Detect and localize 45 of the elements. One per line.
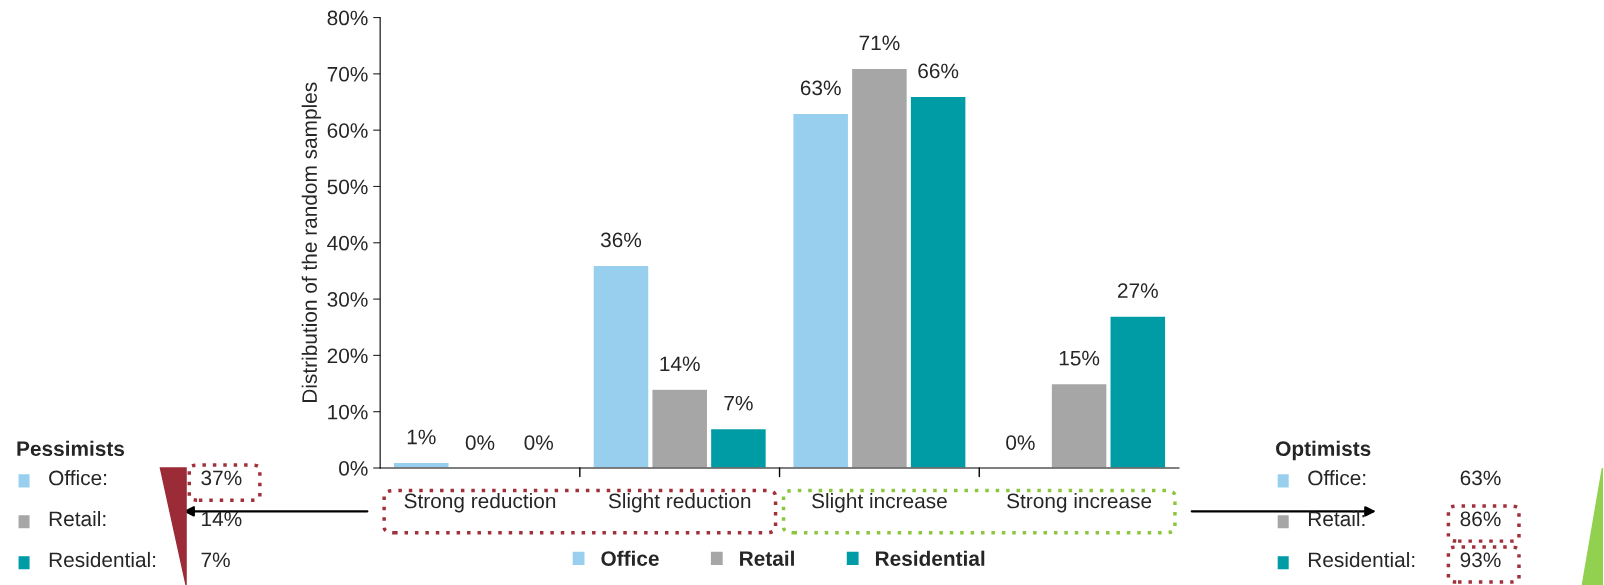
- text: Office:: [49, 469, 107, 486]
- y-tick-label: 40%: [327, 235, 368, 251]
- text: Residential:: [1308, 551, 1415, 568]
- y-tick-label: 60%: [327, 123, 368, 138]
- text: 0%: [524, 435, 554, 450]
- bar: [792, 112, 850, 468]
- text: 0%: [465, 435, 495, 450]
- text: 66%: [918, 63, 959, 79]
- text: Retail:: [49, 510, 106, 527]
- legend-label: Residential: [875, 550, 985, 566]
- text: 7%: [724, 395, 753, 411]
- text: Office:: [1308, 469, 1366, 486]
- text: Optimists: [1276, 440, 1371, 461]
- text: Pessimists: [17, 440, 125, 457]
- y-tick-label: 70%: [327, 66, 368, 82]
- text: 86%: [1460, 511, 1501, 527]
- text: 93%: [1460, 552, 1501, 568]
- text: 71%: [859, 35, 900, 51]
- y-axis-title: Distribution of the random samples: [301, 82, 322, 403]
- text: Residential:: [49, 551, 156, 568]
- text: 14%: [202, 511, 242, 527]
- text: 0%: [1006, 435, 1035, 450]
- text: 37%: [201, 470, 242, 486]
- bar: [709, 427, 768, 468]
- text: 63%: [1460, 470, 1501, 486]
- text: 63%: [800, 80, 841, 96]
- text: 14%: [660, 356, 700, 372]
- y-tick-label: 0%: [339, 461, 368, 476]
- legend-label: Office: [601, 550, 659, 566]
- x-tick-label: Strong reduction: [404, 493, 556, 513]
- legend-label: Retail: [740, 550, 794, 566]
- text: Retail:: [1308, 510, 1365, 527]
- y-tick-label: 10%: [328, 404, 368, 420]
- y-tick-label: 30%: [327, 292, 368, 307]
- x-tick-label: Slight increase: [812, 493, 947, 513]
- text: 15%: [1059, 350, 1100, 366]
- x-tick-label: Slight reduction: [608, 493, 751, 513]
- x-tick-label: Strong increase: [1007, 493, 1152, 513]
- text: 7%: [201, 552, 230, 568]
- y-tick-label: 20%: [327, 348, 368, 364]
- text: 27%: [1118, 283, 1158, 298]
- y-tick-label: 50%: [327, 179, 368, 195]
- text: 1%: [407, 429, 436, 445]
- text: 36%: [600, 232, 642, 248]
- y-tick-label: 80%: [327, 10, 368, 26]
